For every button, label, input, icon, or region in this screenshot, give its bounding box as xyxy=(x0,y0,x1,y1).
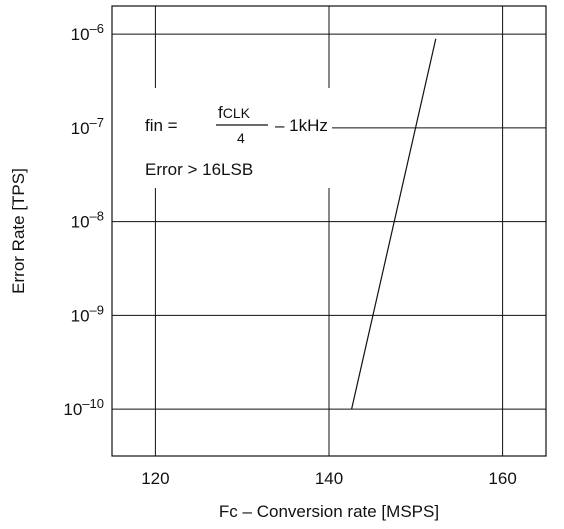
error-rate-series-line xyxy=(351,38,437,410)
formula-lhs: fin = xyxy=(145,116,178,135)
plot-frame xyxy=(111,5,547,457)
error-condition: Error > 16LSB xyxy=(145,160,253,179)
annotation-box xyxy=(112,88,332,188)
series-lines xyxy=(351,38,437,410)
formula-rhs: – 1kHz xyxy=(275,116,328,135)
numerator-subscript: CLK xyxy=(223,105,251,121)
x-axis-label: Fc – Conversion rate [MSPS] xyxy=(219,502,439,521)
x-tick-labels: 120 140 160 xyxy=(141,469,517,488)
y-tick-label: 10–9 xyxy=(71,302,104,325)
y-tick-label: 10–10 xyxy=(63,396,104,419)
y-tick-label: 10–6 xyxy=(71,21,104,44)
annotation: fin = fCLK 4 – 1kHz Error > 16LSB xyxy=(145,103,328,179)
grid-lines xyxy=(112,6,546,456)
y-tick-labels: 10–10 10–9 10–8 10–7 10–6 xyxy=(63,21,104,419)
numerator-main: f xyxy=(218,103,223,122)
y-tick-label: 10–8 xyxy=(71,209,104,232)
y-axis-label: Error Rate [TPS] xyxy=(9,168,28,294)
x-tick-label: 160 xyxy=(488,469,516,488)
y-tick-label: 10–7 xyxy=(71,115,104,138)
formula-numerator: fCLK xyxy=(218,103,251,122)
annotation-background xyxy=(112,88,332,188)
formula-denominator: 4 xyxy=(237,130,245,146)
x-tick-label: 120 xyxy=(141,469,169,488)
x-tick-label: 140 xyxy=(315,469,343,488)
